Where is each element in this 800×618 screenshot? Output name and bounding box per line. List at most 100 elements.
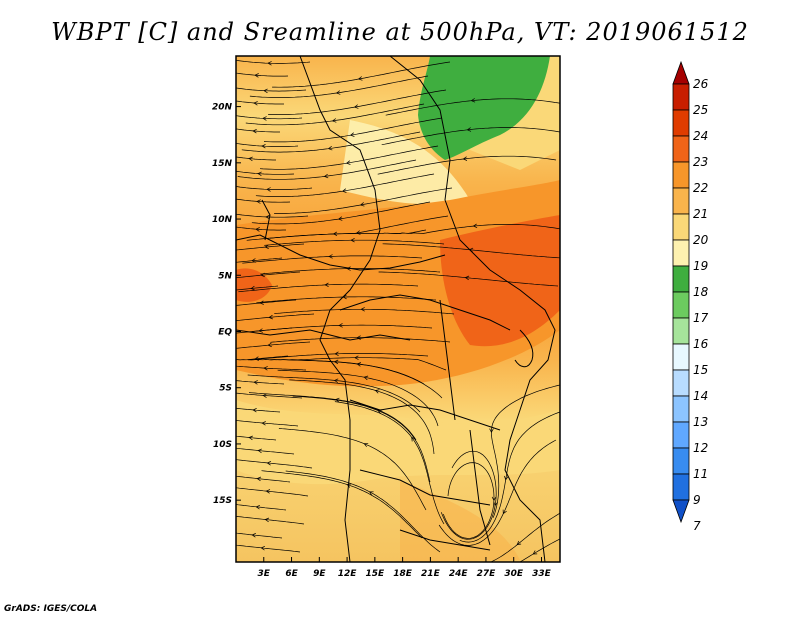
streamline-arrow xyxy=(502,509,507,515)
streamline-arrow xyxy=(466,127,472,132)
streamline xyxy=(248,353,429,361)
streamline-arrow xyxy=(335,90,341,95)
streamline xyxy=(251,201,431,225)
colorbar-label: 17 xyxy=(693,311,709,325)
streamline-arrow xyxy=(260,272,265,278)
streamline xyxy=(236,380,285,385)
streamline-arrow xyxy=(261,143,266,149)
streamline xyxy=(236,226,286,231)
lon-tick-label: 12E xyxy=(338,569,358,579)
streamline-arrow xyxy=(328,254,333,259)
streamline-arrow xyxy=(323,173,329,179)
streamline xyxy=(248,392,417,441)
streamline xyxy=(236,59,311,64)
footer-credit: GrADS: IGES/COLA xyxy=(4,604,98,614)
streamline-arrow xyxy=(257,171,262,176)
colorbar-label: 14 xyxy=(693,389,708,403)
streamline-arrow xyxy=(254,73,259,78)
streamline-arrow xyxy=(258,328,263,333)
colorbar-segment xyxy=(672,473,690,501)
streamline-arrow xyxy=(256,476,262,482)
streamline xyxy=(236,532,283,539)
streamline xyxy=(236,515,305,525)
lon-tick-label: 9E xyxy=(313,569,326,579)
streamline xyxy=(236,341,311,349)
lat-tick-label: 5N xyxy=(218,271,232,281)
streamline-arrow xyxy=(250,285,255,291)
streamline-arrow xyxy=(251,532,257,538)
streamline-arrow xyxy=(493,501,498,507)
streamline-arrow xyxy=(264,244,269,250)
lat-tick-label: 10S xyxy=(213,440,232,450)
streamline-arrow xyxy=(357,76,363,81)
streamline-arrow xyxy=(359,202,365,207)
chart-title: WBPT [C] and Sreamline at 500hPa, VT: 20… xyxy=(51,18,749,46)
streamline xyxy=(274,187,453,214)
streamline xyxy=(242,255,423,264)
colorbar-label: 24 xyxy=(693,129,708,143)
country-borders xyxy=(236,56,556,562)
streamline xyxy=(490,512,560,562)
streamline-arrow xyxy=(356,362,362,367)
colorbar-label: 7 xyxy=(693,519,701,533)
streamline xyxy=(289,379,435,455)
streamline xyxy=(256,296,437,304)
streamline-arrow xyxy=(349,132,355,137)
colorbar-segment xyxy=(672,83,690,111)
streamline xyxy=(285,470,441,553)
streamline-arrow xyxy=(268,314,273,320)
streamline xyxy=(236,355,289,361)
streamline-arrow xyxy=(265,214,270,220)
lon-tick-label: 3E xyxy=(258,569,271,579)
colorbar-segment xyxy=(672,317,690,345)
streamline-arrow xyxy=(266,187,271,192)
streamline-arrow xyxy=(464,275,470,281)
streamline xyxy=(236,115,303,120)
streamline-arrow xyxy=(504,475,509,481)
streamline xyxy=(334,401,445,525)
streamline xyxy=(259,145,439,170)
streamline xyxy=(264,239,445,246)
lat-tick-label: EQ xyxy=(218,327,232,337)
lat-tick-label: 5S xyxy=(219,384,232,394)
streamline-arrow xyxy=(267,342,272,348)
streamline xyxy=(377,155,557,175)
streamline xyxy=(236,365,307,371)
streamline xyxy=(236,170,295,175)
streamline-arrow xyxy=(491,496,497,502)
lon-tick-label: 24E xyxy=(449,569,469,579)
colorbar-label: 15 xyxy=(693,363,708,377)
streamline-arrow xyxy=(267,61,272,66)
streamline xyxy=(263,117,443,143)
streamline-arrow xyxy=(253,101,258,106)
colorbar-label: 22 xyxy=(693,181,708,195)
streamline-arrow xyxy=(254,356,259,361)
streamline-arrow xyxy=(360,307,365,312)
streamline-arrow xyxy=(354,355,359,360)
streamline xyxy=(236,420,299,427)
streamline xyxy=(236,87,307,92)
streamline xyxy=(274,308,455,315)
streamline xyxy=(241,131,421,153)
streamline xyxy=(236,285,279,291)
streamline xyxy=(236,198,291,203)
streamline xyxy=(245,103,425,126)
streamline-arrow xyxy=(262,393,267,398)
streamline-arrow xyxy=(248,156,253,162)
streamline-arrow xyxy=(327,146,333,151)
streamline-arrow xyxy=(346,266,351,271)
streamline-arrow xyxy=(363,442,369,448)
streamline xyxy=(236,313,315,321)
streamline-arrow xyxy=(356,335,361,340)
streamline-arrow xyxy=(261,421,266,426)
streamline xyxy=(236,435,277,441)
streamline-arrow xyxy=(337,216,343,221)
streamline-arrow xyxy=(516,540,522,546)
streamline-arrow xyxy=(255,227,260,232)
colorbar-label: 23 xyxy=(693,155,708,169)
streamline xyxy=(261,470,423,539)
streamline-arrow xyxy=(260,545,266,551)
colorbar-label: 9 xyxy=(693,493,701,507)
colorbar-segment xyxy=(672,421,690,449)
